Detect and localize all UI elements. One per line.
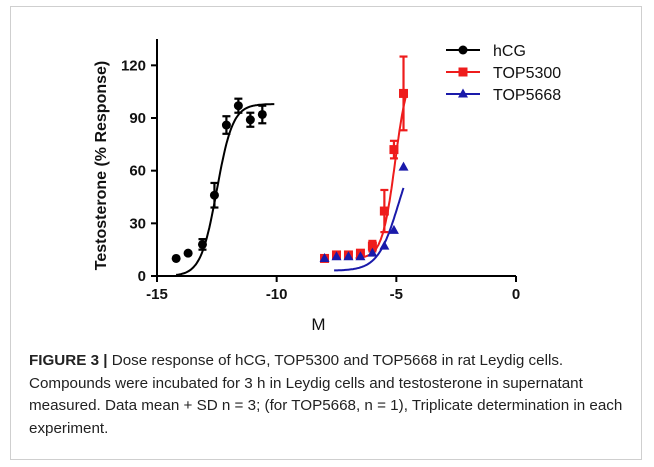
top5668-legend-marker <box>458 88 468 98</box>
top5668-legend-label: TOP5668 <box>493 87 561 104</box>
top5300-point <box>367 241 377 251</box>
chart-legend: hCG TOP5300 TOP5668 <box>446 43 561 104</box>
top5668-fit-curve <box>333 187 405 272</box>
hcg-point <box>183 248 193 258</box>
top5668-point <box>367 247 378 257</box>
x-tick-label: 0 <box>512 286 520 303</box>
top5668-point <box>343 251 354 261</box>
hcg-point <box>171 253 181 263</box>
y-tick-label: 90 <box>129 110 146 127</box>
data-marks <box>171 55 409 263</box>
hcg-point <box>257 109 267 119</box>
top5668-point <box>331 251 342 261</box>
top5668-point <box>355 251 366 261</box>
hcg-point <box>197 239 207 249</box>
top5668-point <box>388 224 399 234</box>
top5300-point <box>389 145 399 155</box>
top5300-point <box>379 206 389 216</box>
figure-caption: FIGURE 3 | Dose response of hCG, TOP5300… <box>29 350 629 440</box>
x-axis-title: M <box>311 315 325 334</box>
top5668-point <box>379 240 390 250</box>
caption-text: Dose response of hCG, TOP5300 and TOP566… <box>29 352 623 437</box>
y-tick-label: 60 <box>129 163 146 180</box>
top5300-legend-marker <box>458 67 468 77</box>
hcg-fit-curve <box>176 103 275 276</box>
hcg-point <box>209 190 219 200</box>
y-tick-label: 0 <box>138 268 146 285</box>
caption-label: FIGURE 3 | <box>29 352 108 369</box>
hcg-point <box>245 115 255 125</box>
top5300-point <box>399 88 409 98</box>
y-tick-label: 120 <box>121 57 146 74</box>
hcg-legend-label: hCG <box>493 43 526 60</box>
y-tick-label: 30 <box>129 215 146 232</box>
hcg-point <box>233 101 243 111</box>
hcg-point <box>221 120 231 130</box>
top5300-legend-label: TOP5300 <box>493 65 561 82</box>
hcg-legend-marker <box>458 45 468 55</box>
x-tick-label: -10 <box>266 286 288 303</box>
figure-frame: -15 -10 -5 0 0 30 60 90 120 M Testosterone (% Resp… <box>10 6 642 460</box>
y-axis-title: Testosterone (% Response) <box>93 61 110 271</box>
x-tick-label: -5 <box>390 286 403 303</box>
top5668-point <box>398 161 409 171</box>
x-tick-label: -15 <box>146 286 168 303</box>
chart-axes: -15 -10 -5 0 0 30 60 90 120 M Testosterone (% Resp… <box>93 39 520 334</box>
top5668-point <box>319 252 330 262</box>
dose-response-chart: -15 -10 -5 0 0 30 60 90 120 M Testosterone (% Resp… <box>93 39 561 334</box>
